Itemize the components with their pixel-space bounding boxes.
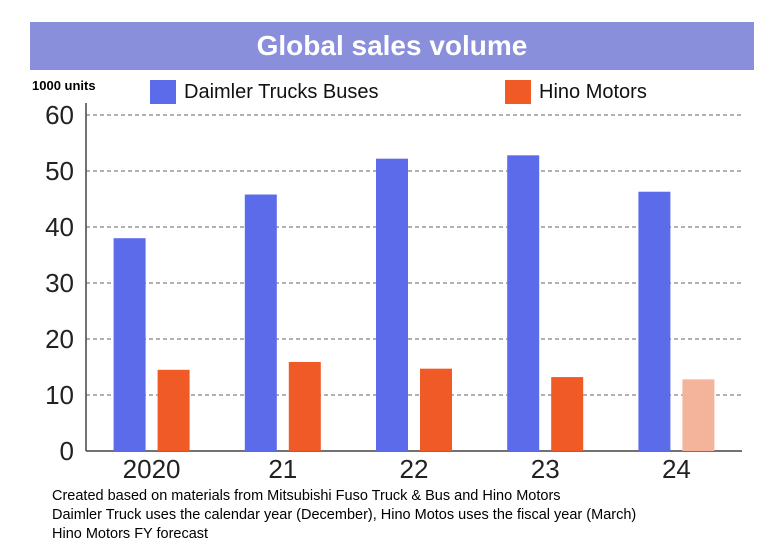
y-tick-label: 60 [45, 100, 74, 130]
bar-hino [157, 369, 190, 451]
x-tick-label: 23 [531, 454, 560, 484]
y-axis-unit-label: 1000 units [32, 78, 96, 93]
legend-swatch-daimler [150, 80, 176, 104]
y-tick-label: 50 [45, 156, 74, 186]
source-notes: Created based on materials from Mitsubis… [52, 487, 636, 544]
bar-daimler [376, 158, 408, 451]
x-tick-label: 21 [268, 454, 297, 484]
bar-daimler [244, 194, 277, 451]
note-line-1: Created based on materials from Mitsubis… [52, 488, 561, 504]
legend-item-hino: Hino Motors [505, 80, 647, 104]
bar-hino [420, 368, 452, 451]
legend-label-daimler: Daimler Trucks Buses [184, 80, 379, 103]
bar-daimler [113, 238, 146, 451]
bar-hino [682, 379, 715, 451]
legend-item-daimler: Daimler Trucks Buses [150, 80, 379, 104]
note-line-3: Hino Motors FY forecast [52, 526, 209, 542]
y-tick-label: 0 [60, 436, 74, 466]
legend-swatch-hino [505, 80, 531, 104]
y-tick-label: 30 [45, 268, 74, 298]
bar-hino [288, 361, 321, 451]
x-tick-label: 24 [662, 454, 691, 484]
bar-daimler [638, 191, 671, 451]
note-line-2: Daimler Truck uses the calendar year (De… [52, 507, 637, 523]
legend-label-hino: Hino Motors [539, 80, 647, 103]
x-tick-label: 22 [400, 454, 429, 484]
y-tick-label: 40 [45, 212, 74, 242]
chart-title: Global sales volume [30, 22, 754, 70]
bar-daimler [507, 155, 540, 451]
bar-hino [551, 377, 584, 451]
y-tick-label: 20 [45, 324, 74, 354]
y-tick-label: 10 [45, 380, 74, 410]
x-tick-label: 2020 [123, 454, 181, 484]
